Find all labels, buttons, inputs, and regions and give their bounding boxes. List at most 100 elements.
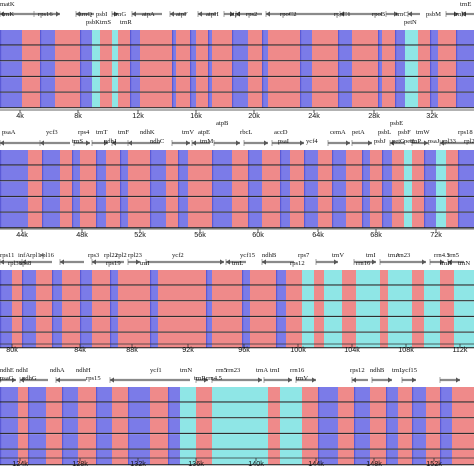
alignment-block [352, 45, 378, 61]
alignment-block [386, 434, 398, 449]
gene-label: accD [274, 129, 288, 136]
axis-tick-label: 124k [12, 459, 28, 468]
alignment-block [250, 332, 276, 348]
alignment-block [262, 165, 280, 181]
alignment-block [388, 317, 412, 332]
block-edge [172, 92, 174, 108]
alignment-block [168, 387, 180, 402]
gene-label: rrn16 [356, 260, 371, 267]
alignment-block [332, 181, 346, 196]
alignment-block [212, 301, 242, 316]
alignment-block [290, 165, 304, 181]
gene-label: trnA [256, 367, 268, 374]
alignment-block [300, 61, 312, 76]
block-edge [28, 387, 30, 402]
alignment-block [392, 181, 404, 196]
alignment-block [286, 285, 302, 301]
gene-label: trnA [388, 252, 400, 259]
alignment-block [0, 181, 28, 196]
block-edge [40, 92, 42, 108]
alignment-block [12, 285, 22, 301]
alignment-block [28, 449, 46, 465]
alignment-block [42, 212, 60, 228]
alignment-block [302, 418, 318, 433]
gene-label: rps19 [106, 260, 121, 267]
gene-label: trnG [114, 11, 126, 18]
alignment-block [300, 45, 312, 61]
alignment-block [208, 45, 212, 61]
alignment-block [398, 449, 412, 465]
gene-label: trnM [200, 138, 213, 145]
axis-tick-label: 64k [312, 230, 324, 239]
alignment-block [382, 45, 395, 61]
alignment-block [438, 30, 456, 45]
alignment-block [386, 402, 398, 418]
gene-arrowhead [56, 11, 60, 17]
block-edge [80, 92, 82, 108]
gene-label: trnV [296, 375, 308, 382]
alignment-block [180, 387, 196, 402]
alignment-block [172, 77, 176, 92]
alignment-block [412, 418, 426, 433]
block-edge [0, 45, 2, 61]
block-edge [0, 30, 2, 45]
gene-label: atpF [176, 11, 188, 18]
block-edge [80, 61, 82, 76]
alignment-block [412, 317, 424, 332]
gene-arrowhead [112, 140, 116, 146]
gene-label: matK [0, 1, 15, 8]
block-edge [242, 285, 244, 301]
alignment-block [0, 197, 28, 212]
block-edge [458, 197, 460, 212]
alignment-block [128, 418, 150, 433]
block-edge [212, 165, 214, 181]
alignment-block [412, 301, 424, 316]
gene-label: ycf3 [46, 129, 58, 136]
alignment-block [60, 165, 72, 181]
block-edge [304, 165, 306, 181]
alignment-block [248, 181, 262, 196]
alignment-block [80, 61, 92, 76]
alignment-block [55, 30, 80, 45]
alignment-block [22, 301, 36, 316]
gene-label: rrn5 [216, 367, 228, 374]
alignment-block [430, 77, 438, 92]
alignment-block [12, 270, 22, 285]
alignment-block [398, 387, 412, 402]
alignment-block [370, 402, 386, 418]
alignment-block [80, 285, 92, 301]
alignment-block [18, 418, 28, 433]
axis-tick-label: 4k [16, 111, 24, 120]
gene-arrowhead [394, 11, 398, 17]
block-edge [168, 402, 170, 418]
alignment-block [418, 61, 430, 76]
gene-arrowhead [104, 140, 108, 146]
alignment-block [338, 387, 354, 402]
alignment-block [196, 402, 212, 418]
alignment-block [188, 197, 212, 212]
axis-tick-label: 128k [72, 459, 88, 468]
alignment-block [290, 181, 304, 196]
axis-tick-label: 84k [74, 345, 86, 354]
alignment-block [338, 61, 352, 76]
alignment-block [438, 77, 456, 92]
alignment-block [382, 197, 392, 212]
alignment-block [130, 77, 140, 92]
block-edge [395, 45, 397, 61]
block-edge [0, 434, 2, 449]
gene-arrowhead [128, 140, 132, 146]
alignment-block [354, 387, 370, 402]
gene-label: trnI [140, 260, 150, 267]
alignment-block [300, 30, 312, 45]
alignment-block [128, 197, 150, 212]
gene-arrowhead [76, 11, 80, 17]
alignment-block [405, 61, 418, 76]
alignment-block [404, 197, 412, 212]
alignment-block [78, 387, 96, 402]
alignment-block [0, 30, 22, 45]
alignment-block [424, 317, 440, 332]
alignment-block [318, 181, 332, 196]
alignment-block [346, 150, 362, 165]
alignment-block [452, 402, 474, 418]
